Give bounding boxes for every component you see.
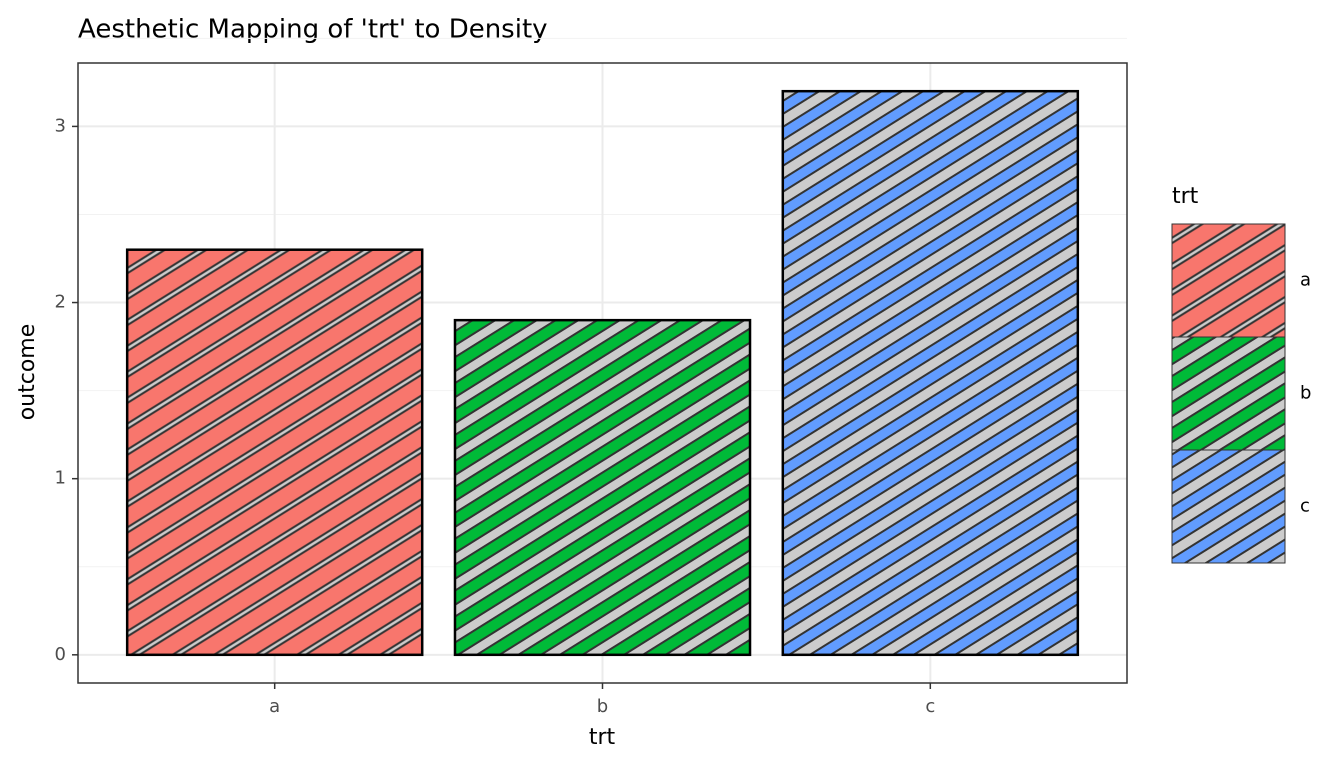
bar: [453, 318, 752, 657]
y-axis-title: outcome: [15, 324, 40, 421]
x-tick-label: c: [925, 696, 935, 717]
x-tick-label: a: [269, 696, 280, 717]
legend-label: c: [1300, 496, 1310, 517]
y-tick-label: 1: [55, 468, 66, 489]
legend-label: b: [1300, 383, 1311, 404]
legend-key: [1171, 336, 1286, 451]
legend-label: a: [1300, 270, 1311, 291]
legend-key: [1171, 449, 1286, 564]
x-tick-label: b: [597, 696, 608, 717]
bar: [781, 89, 1080, 657]
x-axis-title: trt: [589, 725, 616, 750]
panel-border: [77, 62, 1128, 684]
chart-title: Aesthetic Mapping of 'trt' to Density: [78, 15, 548, 45]
legend-key: [1171, 223, 1286, 338]
bar: [125, 248, 424, 657]
y-tick-label: 3: [55, 115, 66, 136]
legend-title: trt: [1172, 184, 1199, 209]
y-tick-label: 2: [55, 292, 66, 313]
y-tick-label: 0: [55, 644, 66, 665]
